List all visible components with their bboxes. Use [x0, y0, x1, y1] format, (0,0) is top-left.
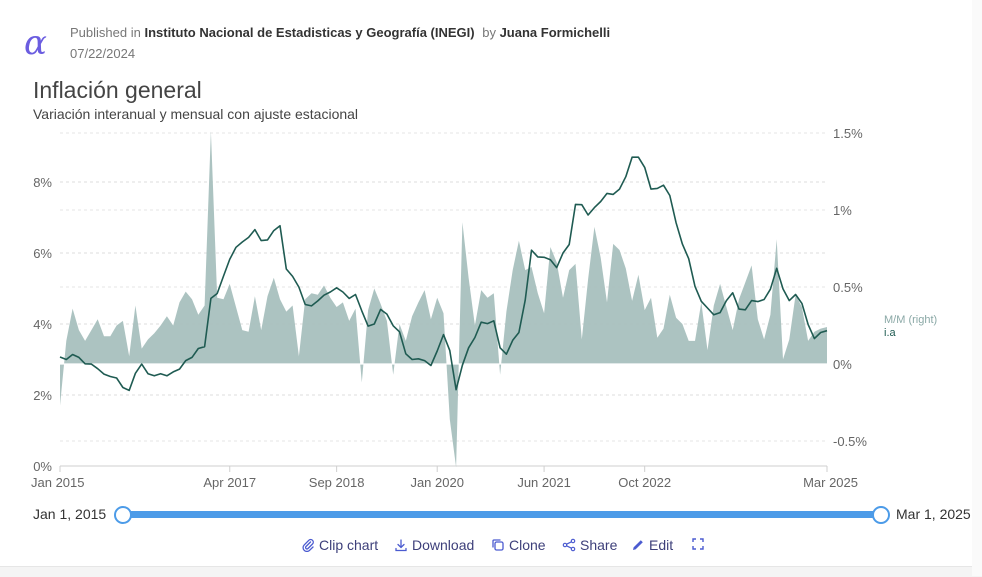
mm-area-series: [60, 131, 827, 468]
clone-icon: [492, 539, 504, 551]
page-edge: [972, 0, 982, 576]
svg-text:α: α: [24, 23, 47, 62]
bottom-bar: [0, 566, 982, 577]
fullscreen-button[interactable]: [691, 537, 705, 551]
published-date: 07/22/2024: [70, 46, 136, 61]
right-tick-label: 1%: [833, 203, 852, 218]
x-tick-label: Jan 2015: [31, 475, 85, 490]
left-tick-label: 0%: [33, 459, 52, 474]
range-start-label: Jan 1, 2015: [33, 506, 107, 522]
mm-area: [60, 131, 827, 468]
chart-subtitle: Variación interanual y mensual con ajust…: [33, 106, 359, 122]
expand-icon: [692, 538, 704, 550]
chart-actions: Clip chart Download Clone Share Edit: [0, 537, 982, 557]
left-tick-label: 2%: [33, 388, 52, 403]
legend-mm: M/M (right): [884, 314, 937, 326]
download-icon: [395, 539, 407, 552]
left-tick-label: 6%: [33, 246, 52, 261]
author-link[interactable]: Juana Formichelli: [499, 25, 611, 40]
share-button[interactable]: Share: [562, 537, 617, 553]
left-axis: 0% 2% 4% 6% 8%: [33, 175, 52, 474]
alpha-logo-icon: α: [24, 23, 47, 62]
right-tick-label: -0.5%: [833, 434, 867, 449]
download-button[interactable]: Download: [394, 537, 474, 553]
edit-button[interactable]: Edit: [631, 537, 673, 553]
right-axis: -0.5% 0% 0.5% 1% 1.5%: [833, 126, 867, 449]
publisher-link[interactable]: Instituto Nacional de Estadisticas y Geo…: [144, 25, 475, 40]
share-icon: [562, 538, 576, 552]
legend: M/M (right) i.a: [884, 314, 937, 339]
published-line: Published in Instituto Nacional de Estad…: [70, 25, 610, 40]
x-axis: Jan 2015 Apr 2017 Sep 2018 Jan 2020 Jun 2021…: [31, 466, 858, 490]
ia-line-series: [59, 156, 828, 392]
left-tick-label: 8%: [33, 175, 52, 190]
clone-label: Clone: [509, 537, 546, 553]
ia-line: [59, 156, 828, 392]
x-tick-label: Sep 2018: [309, 475, 365, 490]
x-tick-label: Oct 2022: [618, 475, 671, 490]
x-tick-label: Jun 2021: [517, 475, 571, 490]
grid-lines: [60, 132, 827, 467]
x-tick-label: Jan 2020: [410, 475, 464, 490]
paperclip-icon: [302, 538, 314, 552]
clip-chart-label: Clip chart: [319, 537, 379, 553]
right-tick-label: 0.5%: [833, 280, 863, 295]
clone-button[interactable]: Clone: [491, 537, 546, 553]
clip-chart-button[interactable]: Clip chart: [301, 537, 378, 553]
right-tick-label: 1.5%: [833, 126, 863, 141]
by-prefix: by: [482, 25, 496, 40]
legend-ia: i.a: [884, 327, 897, 339]
range-track[interactable]: [122, 511, 880, 518]
edit-label: Edit: [649, 537, 674, 553]
x-tick-label: Apr 2017: [203, 475, 256, 490]
share-label: Share: [580, 537, 618, 553]
download-label: Download: [412, 537, 475, 553]
left-tick-label: 4%: [33, 317, 52, 332]
x-tick-label: Mar 2025: [803, 475, 858, 490]
pencil-icon: [633, 540, 643, 550]
inflation-chart: 0% 2% 4% 6% 8% -0.5% 0% 0.5% 1% 1.5% Jan 2015 Apr…: [31, 126, 937, 490]
published-prefix: Published in: [70, 25, 141, 40]
right-tick-label: 0%: [833, 357, 852, 372]
range-end-handle[interactable]: [872, 506, 890, 524]
range-start-handle[interactable]: [114, 506, 132, 524]
chart-title: Inflación general: [33, 77, 202, 103]
range-end-label: Mar 1, 2025: [896, 506, 971, 522]
